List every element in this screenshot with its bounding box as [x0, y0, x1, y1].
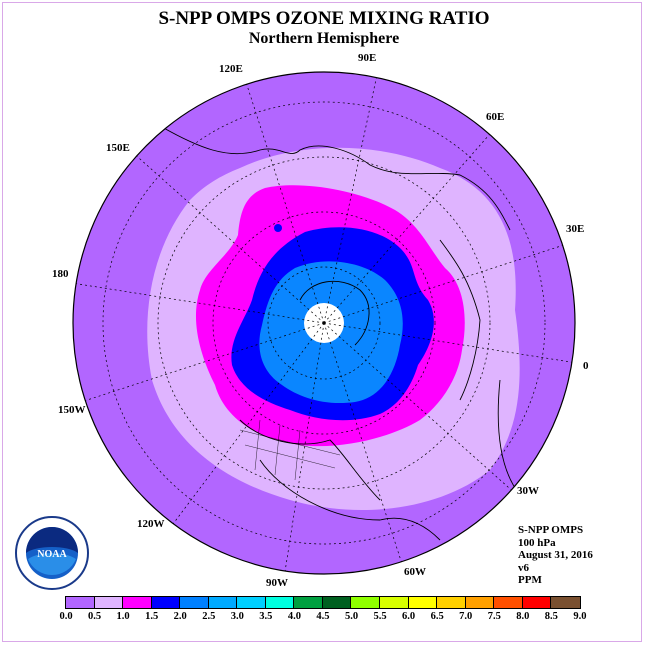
noaa-logo-text: NOAA [37, 549, 67, 560]
lon-label-90w: 90W [266, 577, 288, 589]
colorbar-tick-label: 3.0 [230, 611, 244, 622]
lon-label-60e: 60E [486, 111, 505, 123]
lon-label-150w: 150W [58, 404, 86, 416]
lon-label-120w: 120W [137, 518, 165, 530]
lon-label-0: 0 [583, 360, 589, 372]
lon-label-60w: 60W [404, 566, 426, 578]
colorbar-tick-label: 3.5 [259, 611, 273, 622]
colorbar-swatch [494, 597, 523, 608]
colorbar-tick-label: 8.0 [516, 611, 530, 622]
colorbar-tick-label: 8.5 [544, 611, 558, 622]
colorbar-tick-label: 1.0 [116, 611, 130, 622]
info-date: August 31, 2016 [518, 549, 593, 561]
us-state-lines [239, 419, 341, 481]
colorbar-swatch [94, 597, 124, 608]
lon-label-120e: 120E [219, 63, 243, 75]
map-title: S-NPP OMPS OZONE MIXING RATIO [158, 8, 490, 29]
colorbar-tick-label: 7.0 [459, 611, 473, 622]
coastlines [149, 119, 521, 541]
colorbar-swatch [322, 597, 352, 608]
colorbar-swatch [408, 597, 438, 608]
map-subtitle: Northern Hemisphere [248, 30, 400, 47]
colorbar-swatch [551, 597, 580, 608]
info-block: S-NPP OMPS 100 hPa August 31, 2016 v6 PP… [518, 524, 593, 587]
colorbar-tick-label: 7.5 [487, 611, 501, 622]
colorbar-tick-label: 2.0 [173, 611, 187, 622]
info-version: v6 [518, 561, 529, 574]
colorbar-swatch [237, 597, 266, 608]
lon-label-150e: 150E [106, 142, 130, 154]
noaa-logo-icon: NOAA [15, 516, 89, 590]
colorbar-tick-label: 5.0 [344, 611, 359, 622]
colorbar-tick-label: 5.5 [373, 611, 387, 622]
colorbar-tick-label: 6.0 [402, 611, 416, 622]
lon-label-180: 180 [52, 268, 69, 280]
lon-label-30w: 30W [517, 485, 539, 497]
latitude-circles [102, 101, 546, 545]
colorbar-swatch [351, 597, 381, 608]
colorbar-tick-label: 2.5 [202, 611, 216, 622]
colorbar-swatch [522, 597, 552, 608]
colorbar-tick-label: 1.5 [145, 611, 159, 622]
info-units: PPM [518, 574, 542, 586]
meridians [73, 72, 575, 574]
colorbar-tick-label: 0.5 [87, 611, 102, 622]
colorbar-swatch [265, 597, 295, 608]
lon-label-90e: 90E [358, 52, 377, 64]
colorbar-swatch [465, 597, 495, 608]
colorbar-swatch [123, 597, 152, 608]
colorbar-swatch [66, 597, 95, 608]
colorbar-tick-label: 6.5 [430, 611, 444, 622]
colorbar-swatch [151, 597, 181, 608]
image-frame [2, 2, 642, 642]
colorbar [65, 596, 581, 609]
colorbar-tick-label: 9.0 [573, 611, 587, 622]
small-blue-patch [274, 224, 282, 232]
colorbar-swatch [294, 597, 323, 608]
info-instrument: S-NPP OMPS [518, 524, 584, 536]
colorbar-swatch [380, 597, 409, 608]
colorbar-swatch [180, 597, 209, 608]
info-level: 100 hPa [518, 536, 556, 549]
map-border [72, 71, 576, 575]
colorbar-tick-label: 4.5 [316, 611, 330, 622]
lon-label-30e: 30E [566, 223, 585, 235]
colorbar-swatch [437, 597, 466, 608]
colorbar-swatch [208, 597, 238, 608]
colorbar-tick-label: 0.0 [59, 611, 73, 622]
colorbar-tick-label: 4.0 [287, 611, 301, 622]
